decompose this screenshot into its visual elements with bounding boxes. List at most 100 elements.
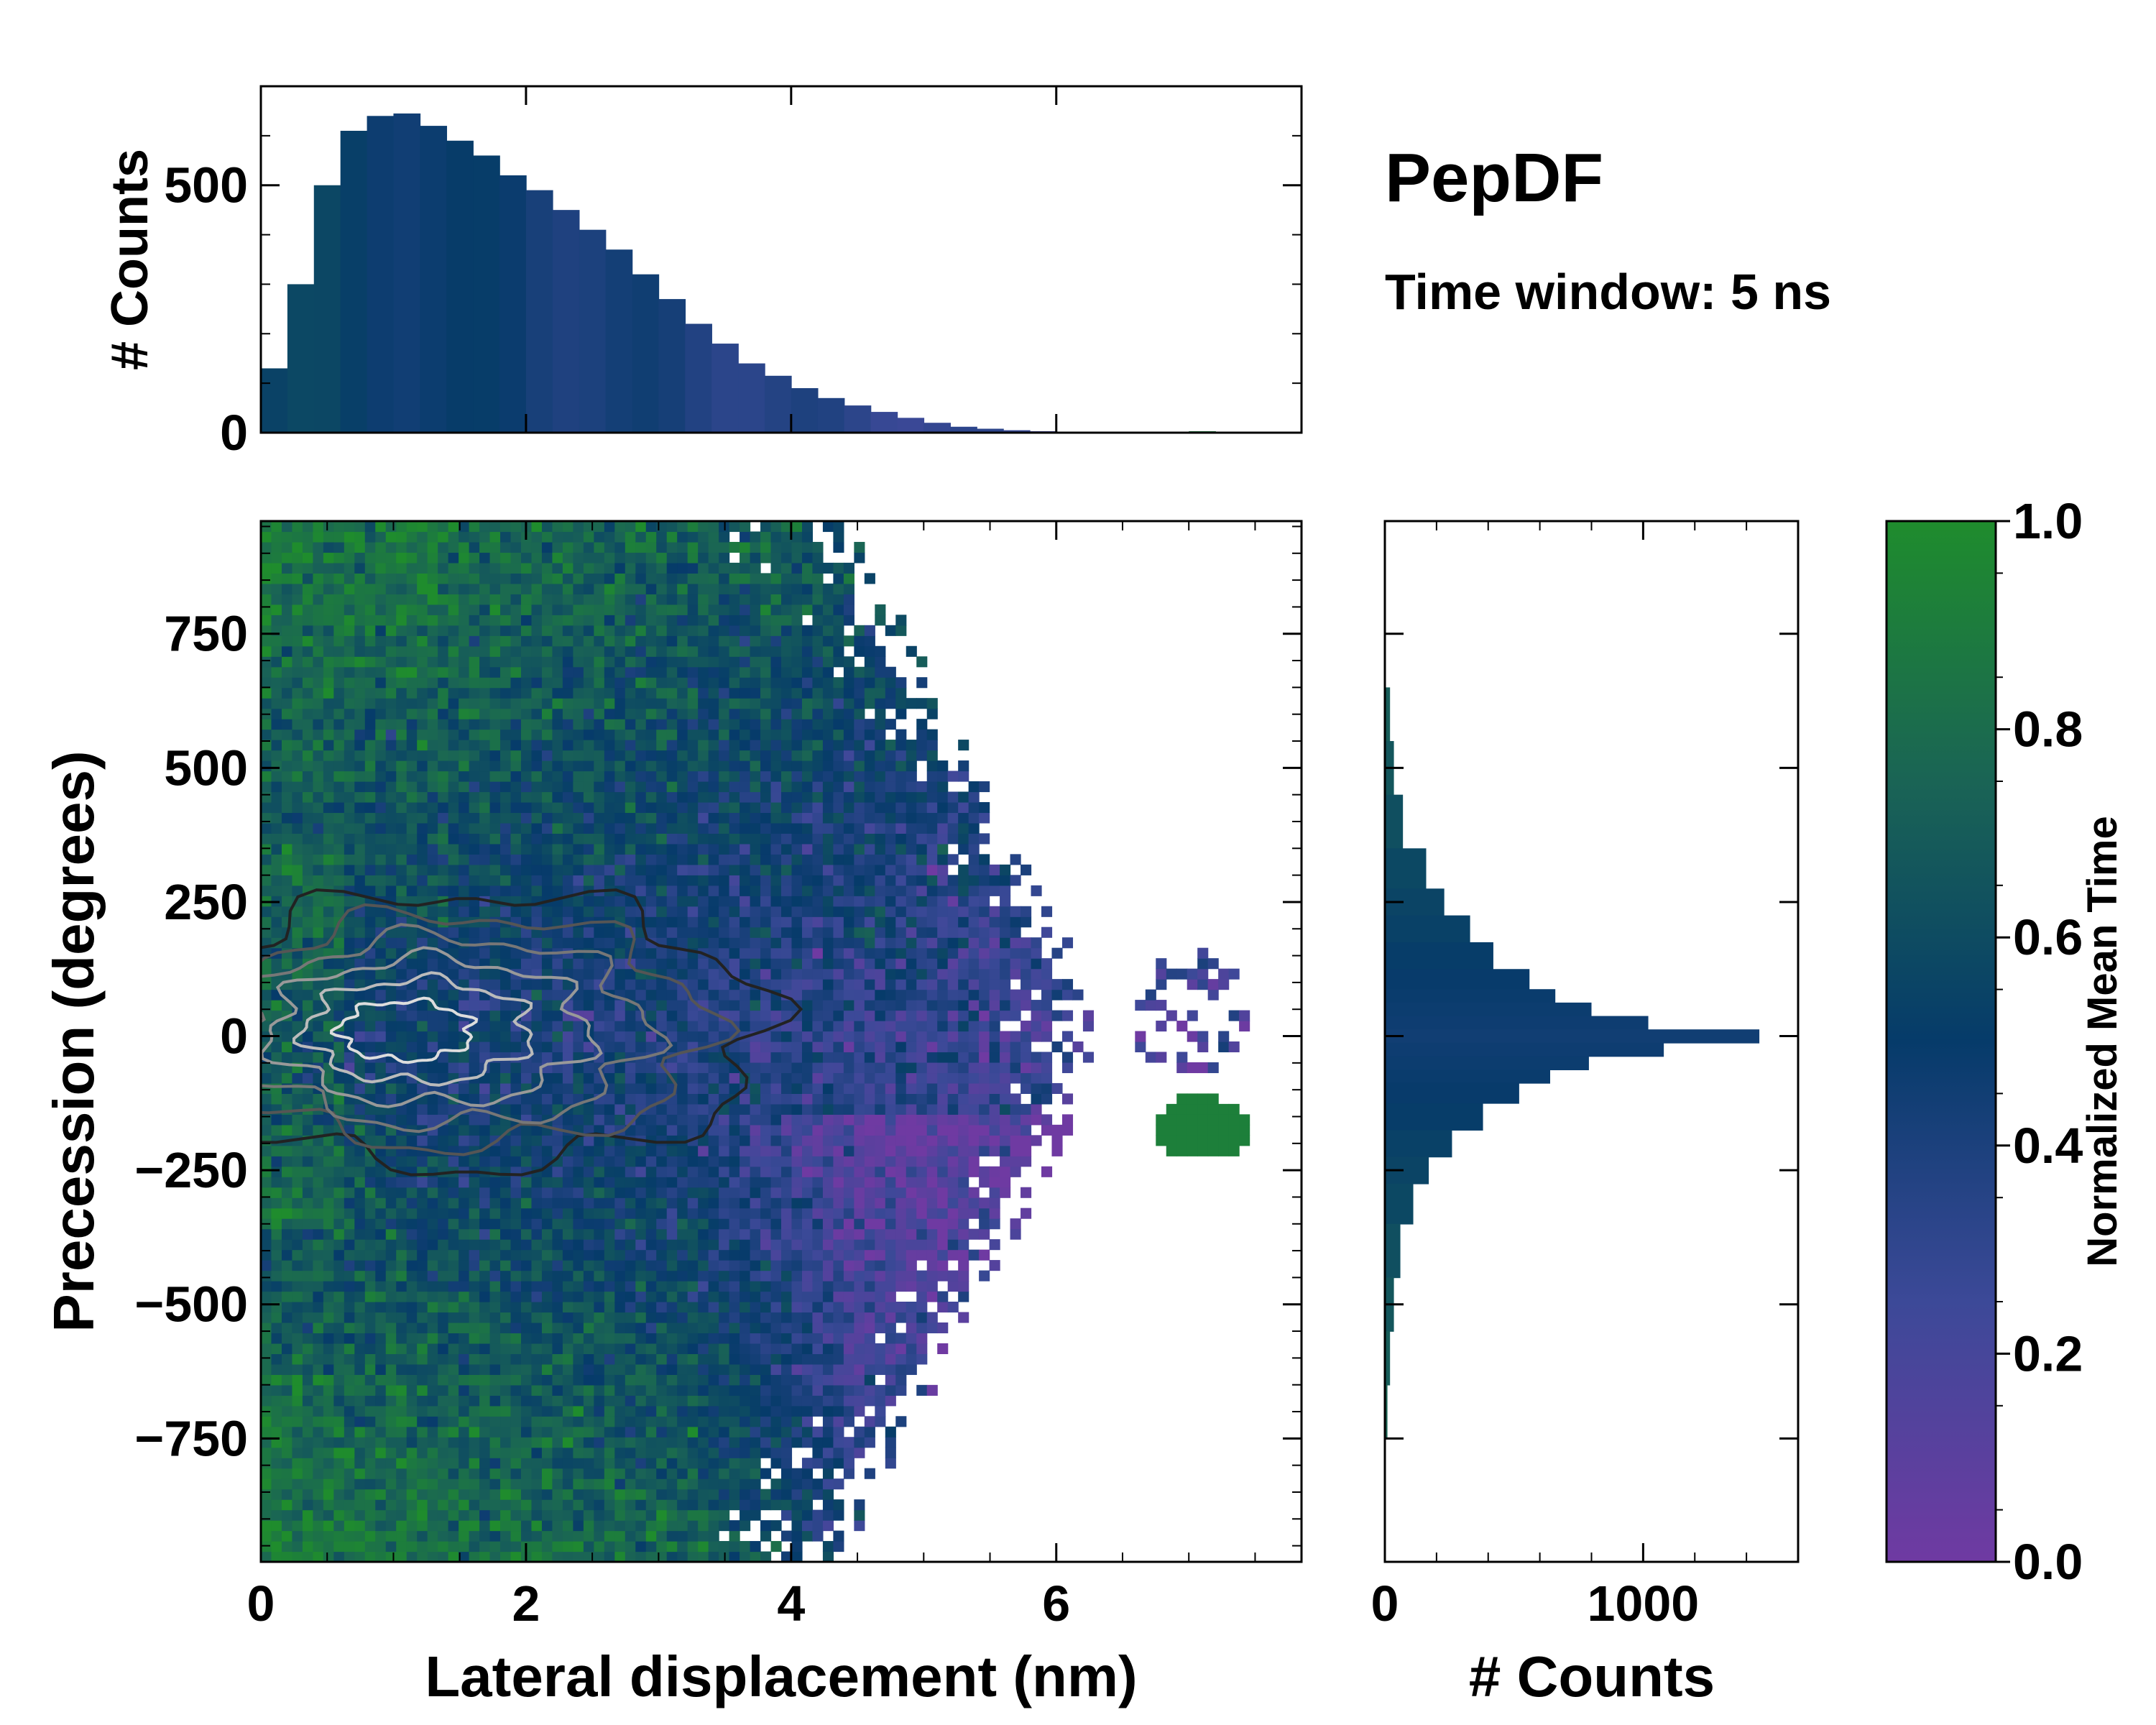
heatmap-cell [666, 896, 678, 907]
heatmap-cell [645, 791, 657, 803]
heatmap-cell [635, 1333, 647, 1344]
heatmap-cell [344, 1291, 355, 1302]
heatmap-cell [666, 625, 678, 636]
heatmap-cell [583, 1447, 594, 1458]
heatmap-cell [281, 531, 293, 543]
heatmap-cell [614, 833, 626, 845]
heatmap-cell [614, 1551, 626, 1562]
heatmap-cell [708, 791, 719, 803]
heatmap-cell [521, 1447, 533, 1458]
heatmap-cell [656, 740, 668, 751]
heatmap-cell [708, 1530, 719, 1542]
heatmap-cell [750, 1405, 761, 1417]
heatmap-cell [344, 1478, 355, 1490]
heatmap-cell [645, 719, 657, 730]
heatmap-cell [531, 1333, 543, 1344]
heatmap-cell [354, 937, 366, 949]
heatmap-cell [552, 1395, 563, 1407]
heatmap-cell [687, 573, 699, 584]
heatmap-cell [531, 791, 543, 803]
heatmap-cell [531, 1177, 543, 1188]
heatmap-cell [760, 1530, 772, 1542]
heatmap-cell [625, 1353, 636, 1365]
heatmap-cell [344, 1000, 355, 1011]
heatmap-cell [427, 843, 438, 855]
heatmap-cell [687, 615, 699, 626]
heatmap-cell [760, 615, 772, 626]
heatmap-cell [594, 1405, 605, 1417]
heatmap-cell [459, 1239, 470, 1251]
heatmap-cell [740, 1478, 751, 1490]
heatmap-cell [500, 1322, 512, 1334]
heatmap-cell [396, 1103, 407, 1115]
heatmap-cell [375, 687, 387, 699]
heatmap-cell [313, 541, 324, 553]
heatmap-cell [770, 1447, 782, 1458]
heatmap-cell [281, 854, 293, 865]
heatmap-cell [541, 687, 553, 699]
heatmap-cell [448, 864, 459, 875]
heatmap-cell [708, 937, 719, 949]
heatmap-cell [364, 541, 376, 553]
heatmap-cell [261, 906, 272, 917]
heatmap-cell [645, 833, 657, 845]
heatmap-cell [750, 1082, 761, 1094]
heatmap-cell [438, 1010, 449, 1021]
heatmap-cell [562, 822, 573, 834]
heatmap-cell [302, 833, 313, 845]
heatmap-cell [313, 1072, 324, 1084]
heatmap-cell [541, 1135, 553, 1146]
heatmap-cell [396, 781, 407, 793]
heatmap-cell [406, 541, 418, 553]
heatmap-cell [531, 1187, 543, 1198]
heatmap-cell [583, 1239, 594, 1251]
heatmap-cell [261, 552, 272, 564]
heatmap-cell [479, 1322, 491, 1334]
heatmap-cell [292, 1239, 303, 1251]
heatmap-cell [521, 656, 533, 668]
heatmap-cell [261, 926, 272, 938]
heatmap-cell [271, 1551, 282, 1562]
heatmap-cell [375, 1135, 387, 1146]
heatmap-cell [344, 1135, 355, 1146]
heatmap-cell [354, 781, 366, 793]
heatmap-cell [687, 791, 699, 803]
heatmap-cell [635, 1343, 647, 1354]
heatmap-cell [531, 625, 543, 636]
heatmap-cell [625, 864, 636, 875]
heatmap-cell [531, 1312, 543, 1323]
heatmap-cell [344, 1281, 355, 1292]
heatmap-cell [521, 989, 533, 1000]
heatmap-cell [344, 1343, 355, 1354]
heatmap-cell [438, 645, 449, 657]
heatmap-cell [687, 645, 699, 657]
heatmap-cell [396, 1541, 407, 1552]
heatmap-cell [562, 1260, 573, 1271]
heatmap-cell [740, 989, 751, 1000]
heatmap-cell [531, 989, 543, 1000]
heatmap-cell [541, 1551, 553, 1562]
heatmap-cell [479, 1260, 491, 1271]
heatmap-cell [687, 1260, 699, 1271]
heatmap-cell [417, 1312, 428, 1323]
heatmap-cell [604, 1062, 615, 1074]
heatmap-cell [469, 1156, 480, 1167]
heatmap-cell [750, 1343, 761, 1354]
heatmap-cell [677, 562, 688, 574]
heatmap-cell [344, 801, 355, 814]
heatmap-cell [635, 1437, 647, 1448]
heatmap-cell [635, 1093, 647, 1105]
heatmap-cell [541, 937, 553, 949]
heatmap-cell [645, 1478, 657, 1490]
heatmap-cell [438, 1437, 449, 1448]
heatmap-cell [645, 1270, 657, 1282]
heatmap-cell [635, 1499, 647, 1511]
heatmap-cell [448, 531, 459, 543]
heatmap-cell [614, 968, 626, 980]
heatmap-cell [760, 947, 772, 959]
heatmap-cell [323, 541, 334, 553]
heatmap-cell [448, 552, 459, 564]
heatmap-cell [583, 635, 594, 647]
heatmap-cell [479, 698, 491, 709]
heatmap-cell [687, 1551, 699, 1562]
